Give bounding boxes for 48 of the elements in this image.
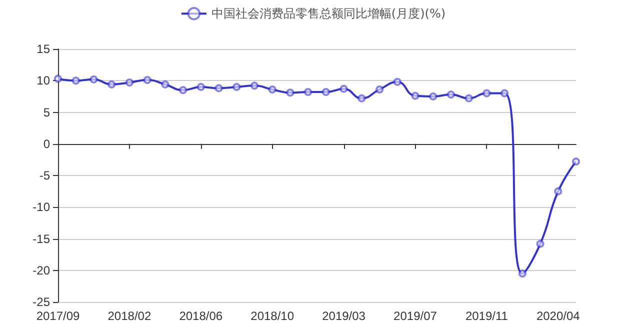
legend-label: 中国社会消费品零售总额同比增幅(月度)(%): [211, 6, 446, 21]
point: [322, 88, 330, 96]
point: [268, 85, 276, 94]
point: [250, 82, 258, 90]
x-tick-label: 2019/03: [322, 309, 366, 323]
x-tick-label: 2020/04: [536, 309, 580, 323]
point: [358, 94, 366, 102]
x-tick-label: 2019/11: [465, 309, 508, 323]
point: [376, 85, 384, 94]
x-tick-label: 2017/09: [36, 309, 80, 323]
point: [518, 270, 526, 278]
point: [429, 92, 438, 100]
x-tick-label: 2018/10: [250, 309, 294, 323]
point: [500, 89, 509, 98]
point: [90, 75, 98, 84]
point: [232, 82, 241, 91]
point: [446, 90, 455, 99]
y-tick-label: -10: [32, 200, 50, 214]
point: [572, 158, 580, 166]
y-tick-label: -20: [32, 263, 50, 278]
point: [196, 82, 205, 91]
point: [286, 88, 294, 97]
point: [72, 76, 80, 85]
point: [482, 89, 491, 98]
point: [393, 78, 402, 86]
point: [554, 187, 562, 196]
y-tick-label: -15: [32, 232, 50, 246]
y-tick-label: 0: [43, 136, 50, 151]
x-tick-label: 2018/02: [108, 309, 152, 323]
point: [179, 86, 188, 94]
point: [54, 74, 62, 83]
point: [340, 84, 348, 93]
point: [161, 80, 170, 88]
y-tick-label: 10: [36, 74, 50, 88]
point: [304, 88, 312, 96]
point: [536, 240, 544, 248]
y-tick-label: 15: [36, 42, 50, 56]
x-tick-label: 2019/07: [394, 309, 438, 323]
y-tick-label: -25: [32, 295, 50, 309]
y-tick-label: 5: [43, 105, 50, 120]
y-tick-label: -5: [39, 168, 50, 182]
x-tick-label: 2018/06: [179, 309, 223, 323]
point: [411, 92, 420, 100]
point: [464, 94, 473, 102]
point: [125, 78, 134, 87]
point: [214, 84, 223, 92]
point: [143, 76, 152, 84]
point: [108, 80, 116, 88]
